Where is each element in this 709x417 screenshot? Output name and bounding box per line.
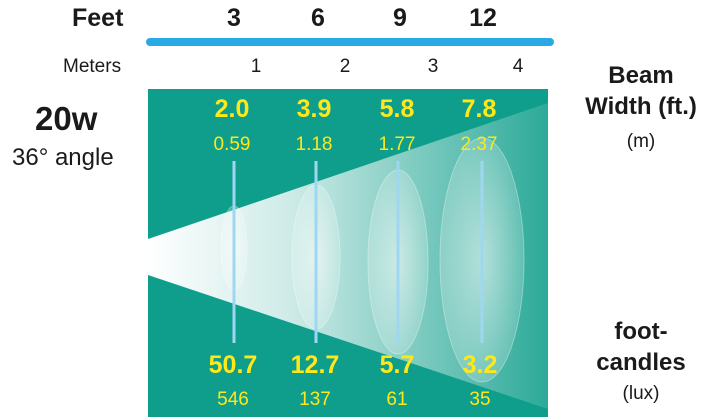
meter-tick: 3: [427, 56, 439, 77]
footcandle-value: 5.7: [380, 351, 415, 379]
footcandles-title-line1: foot-: [614, 318, 668, 345]
beam-width-m-value: 0.59: [214, 134, 251, 155]
footcandle-value: 12.7: [291, 351, 340, 379]
meter-tick: 2: [339, 56, 351, 77]
lux-value: 61: [386, 389, 407, 410]
meters-axis-label: Meters: [63, 56, 122, 77]
beam-width-title-line1: Beam: [608, 62, 674, 89]
distance-scale-bar: [146, 38, 554, 46]
beam-width-title: Beam Width (ft.): [585, 60, 697, 122]
footcandles-title-line2: candles: [596, 349, 686, 376]
beam-angle: 36° angle: [12, 144, 114, 171]
feet-tick: 9: [393, 4, 407, 32]
footcandles-title: foot- candles: [596, 316, 685, 378]
beam-width-ft-value: 3.9: [297, 95, 332, 123]
beam-width-m-value: 1.77: [379, 134, 416, 155]
feet-tick: 12: [469, 4, 497, 32]
feet-axis-label: Feet: [72, 4, 124, 32]
meter-tick: 4: [512, 56, 524, 77]
beam-width-m-value: 2.37: [461, 134, 498, 155]
lux-value: 546: [217, 389, 249, 410]
feet-tick: 3: [227, 4, 241, 32]
beam-width-unit: (m): [626, 131, 656, 152]
beam-width-title-line2: Width (ft.): [585, 93, 697, 120]
footcandle-value: 3.2: [463, 351, 498, 379]
beam-width-ft-value: 5.8: [380, 95, 415, 123]
feet-tick: 6: [311, 4, 325, 32]
beam-width-ft-value: 2.0: [215, 95, 250, 123]
footcandles-unit: (lux): [622, 383, 660, 404]
lamp-wattage: 20w: [35, 100, 98, 137]
meter-tick: 1: [250, 56, 262, 77]
footcandle-value: 50.7: [209, 351, 258, 379]
light-cone: [148, 103, 548, 409]
lux-value: 137: [299, 389, 331, 410]
beam-diagram: 2.0 3.9 5.8 7.8 0.59 1.18 1.77 2.37 50.7…: [148, 89, 548, 417]
beam-width-ft-value: 7.8: [462, 95, 497, 123]
beam-width-m-value: 1.18: [296, 134, 333, 155]
lux-value: 35: [469, 389, 490, 410]
